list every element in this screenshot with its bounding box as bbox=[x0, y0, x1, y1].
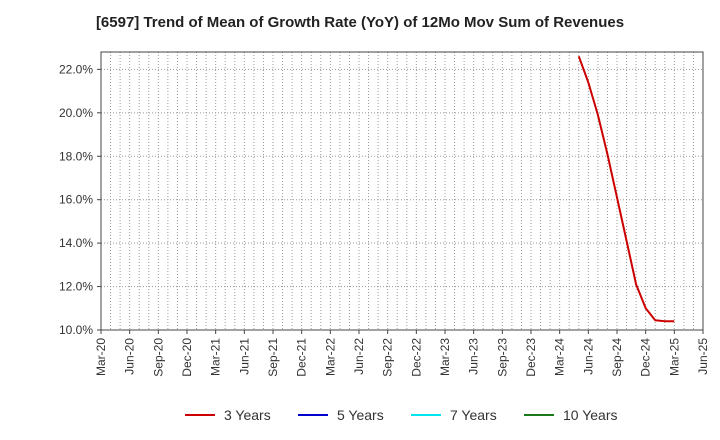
legend-item: 5 Years bbox=[298, 407, 384, 423]
x-tick-label: Sep-24 bbox=[610, 338, 624, 377]
x-tick-label: Dec-20 bbox=[180, 338, 194, 377]
series-line bbox=[577, 55, 675, 323]
legend-label: 10 Years bbox=[563, 407, 618, 423]
x-tick-label: Mar-21 bbox=[209, 338, 223, 376]
legend-label: 3 Years bbox=[224, 407, 271, 423]
x-tick-label: Jun-20 bbox=[123, 338, 137, 375]
x-tick-label: Dec-21 bbox=[295, 338, 309, 377]
x-tick-label: Mar-23 bbox=[438, 338, 452, 376]
grid bbox=[101, 52, 703, 331]
legend-label: 7 Years bbox=[450, 407, 497, 423]
x-tick-label: Mar-24 bbox=[553, 338, 567, 376]
x-tick-label: Dec-24 bbox=[639, 338, 653, 377]
legend-label: 5 Years bbox=[337, 407, 384, 423]
plot-frame bbox=[100, 51, 704, 331]
x-tick-label: Jun-21 bbox=[237, 338, 251, 375]
x-tick-label: Dec-23 bbox=[524, 338, 538, 377]
series bbox=[577, 55, 675, 323]
legend-item: 3 Years bbox=[185, 407, 271, 423]
y-tick-label: 10.0% bbox=[59, 323, 93, 337]
axes: 10.0% 12.0% 14.0% 16.0% 18.0% 20.0% 22.0% Mar-2… bbox=[59, 51, 710, 377]
y-tick-label: 18.0% bbox=[59, 149, 93, 163]
x-tick-label: Jun-24 bbox=[581, 338, 595, 375]
x-tick-label: Sep-21 bbox=[266, 338, 280, 377]
x-tick-label: Jun-22 bbox=[352, 338, 366, 375]
x-tick-label: Dec-22 bbox=[409, 338, 423, 377]
legend: 3 Years 5 Years 7 Years 10 Years bbox=[185, 407, 618, 423]
x-tick-label: Sep-23 bbox=[495, 338, 509, 377]
chart-title: [6597] Trend of Mean of Growth Rate (YoY… bbox=[95, 14, 625, 31]
x-tick-label: Sep-22 bbox=[381, 338, 395, 377]
y-tick-label: 22.0% bbox=[59, 62, 93, 76]
x-tick-label: Mar-22 bbox=[323, 338, 337, 376]
y-tick-label: 16.0% bbox=[59, 193, 93, 207]
y-tick-label: 20.0% bbox=[59, 106, 93, 120]
x-tick-label: Sep-20 bbox=[151, 338, 165, 377]
x-tick-label: Mar-20 bbox=[94, 338, 108, 376]
y-tick-label: 12.0% bbox=[59, 280, 93, 294]
x-tick-label: Jun-25 bbox=[696, 338, 710, 375]
legend-item: 10 Years bbox=[524, 407, 618, 423]
y-tick-label: 14.0% bbox=[59, 236, 93, 250]
x-tick-label: Jun-23 bbox=[467, 338, 481, 375]
x-tick-label: Mar-25 bbox=[667, 338, 681, 376]
legend-item: 7 Years bbox=[411, 407, 497, 423]
